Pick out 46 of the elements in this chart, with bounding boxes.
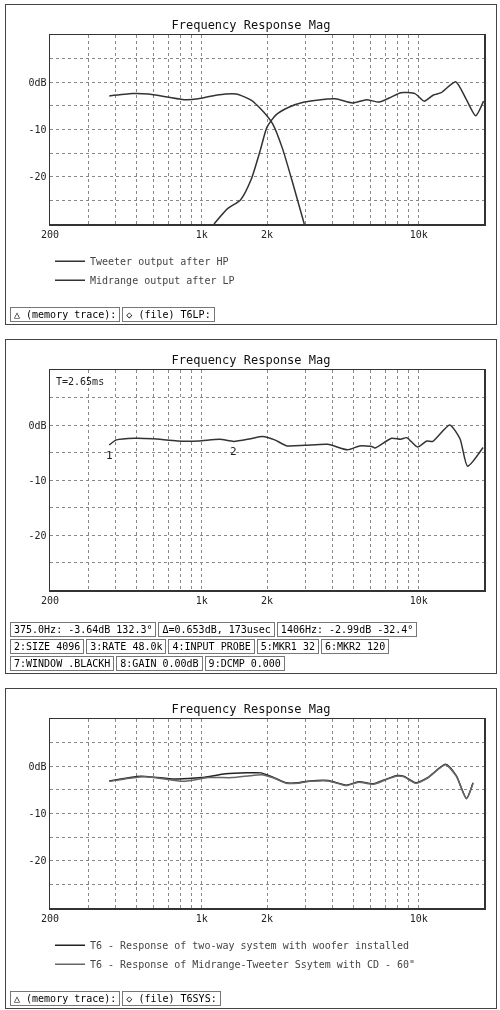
text: 3:RATE 48.0k xyxy=(86,639,167,654)
text: 7:WINDOW .BLACKH xyxy=(10,656,115,671)
x-tick-label: 2k xyxy=(260,228,274,240)
y-tick-label: 0dB xyxy=(28,760,47,772)
y-tick-label: 0dB xyxy=(28,76,47,88)
text: T=2.65ms xyxy=(56,376,105,387)
text: ◇ (file) T6LP: xyxy=(122,307,215,322)
legend-label: T6 - Response of Midrange-Tweeter Ssytem with CD - 60" xyxy=(90,959,416,971)
x-tick-label: 1k xyxy=(195,594,208,606)
y-tick-label: -10 xyxy=(28,124,47,135)
y-tick-label: -20 xyxy=(28,529,47,541)
chart-title: Frequency Response Mag xyxy=(171,353,331,368)
text: 2:SIZE 4096 xyxy=(10,639,85,654)
text: ◇ (file) T6SYS: xyxy=(122,991,221,1006)
text: 375.0Hz: -3.64dB 132.3° xyxy=(10,622,157,637)
legend-label: T6 - Response of two-way system with woofer installed xyxy=(90,940,410,952)
x-tick-label: 10k xyxy=(409,228,428,240)
annotation: 2 xyxy=(230,445,237,458)
x-tick-label: 2k xyxy=(260,594,274,606)
annotation: 1 xyxy=(106,449,113,462)
x-tick-label: 200 xyxy=(40,594,60,606)
y-tick-label: -10 xyxy=(28,808,47,819)
text: △ (memory trace): xyxy=(10,991,121,1006)
y-tick-label: -20 xyxy=(28,171,47,183)
y-tick-label: -10 xyxy=(28,474,47,486)
y-tick-label: -20 xyxy=(28,855,47,867)
x-tick-label: 200 xyxy=(40,228,60,240)
legend-label: Tweeter output after HP xyxy=(90,256,229,268)
text: 8:GAIN 0.00dB xyxy=(116,656,203,671)
legend-label: Midrange output after LP xyxy=(90,275,235,287)
x-tick-label: 1k xyxy=(195,228,208,240)
y-tick-label: 0dB xyxy=(28,419,47,431)
text: 9:DCMP 0.000 xyxy=(204,656,285,671)
chart-title: Frequency Response Mag xyxy=(171,18,331,33)
text: 1406Hz: -2.99dB -32.4° xyxy=(276,622,418,637)
text: 5:MKR1 32 xyxy=(256,639,319,654)
text: Δ=0.653dB, 173usec xyxy=(158,622,275,637)
text: 6:MKR2 120 xyxy=(320,639,390,654)
x-tick-label: 200 xyxy=(40,912,60,924)
chart-title: Frequency Response Mag xyxy=(171,702,331,717)
x-tick-label: 2k xyxy=(260,912,274,924)
text: △ (memory trace): xyxy=(10,307,121,322)
x-tick-label: 1k xyxy=(195,912,208,924)
x-tick-label: 10k xyxy=(409,912,428,924)
text: 4:INPUT PROBE xyxy=(168,639,255,654)
x-tick-label: 10k xyxy=(409,594,428,606)
